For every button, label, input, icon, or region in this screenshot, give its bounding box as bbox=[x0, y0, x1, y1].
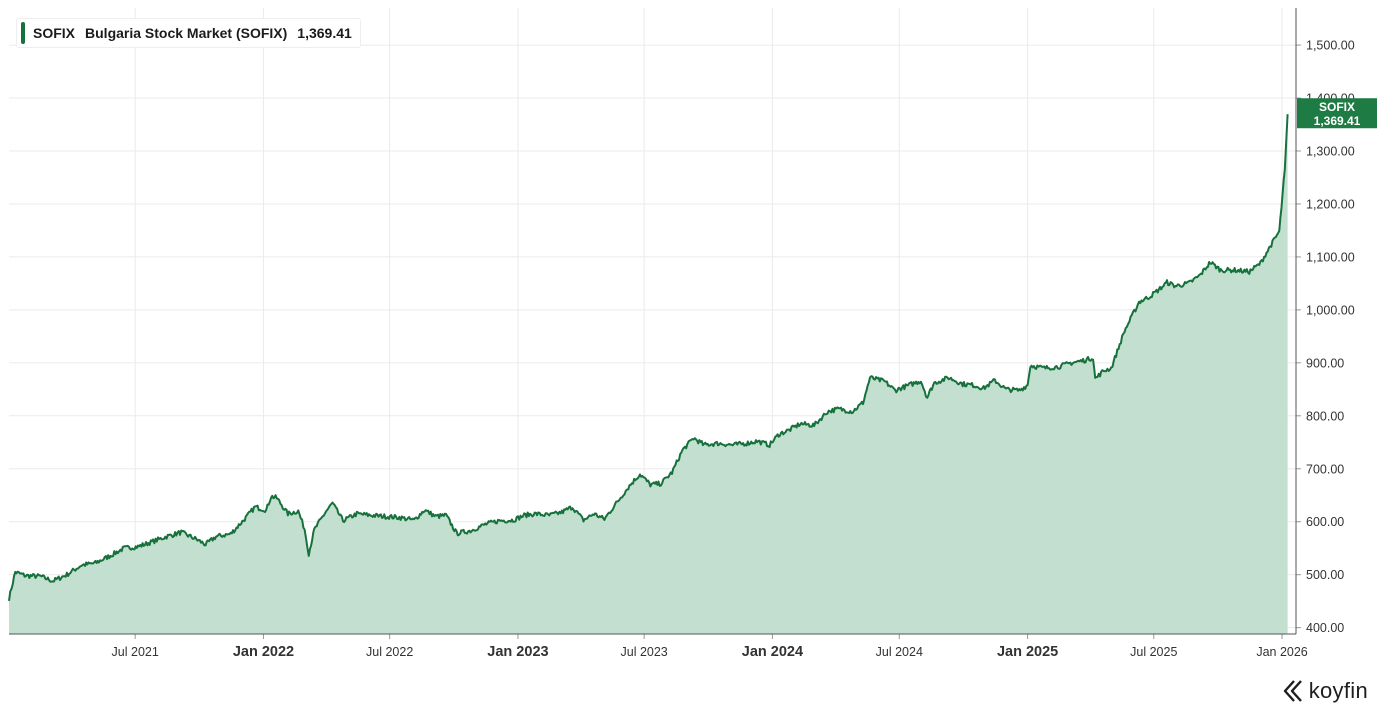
x-tick-label: Jan 2023 bbox=[487, 644, 548, 660]
x-tick-label: Jan 2022 bbox=[233, 644, 294, 660]
koyfin-brand[interactable]: koyfin bbox=[1281, 678, 1368, 704]
x-tick-label: Jul 2025 bbox=[1130, 645, 1177, 659]
axis-layer: 400.00 500.00 600.00 700.00 800.00 900.00 1,00… bbox=[9, 8, 1355, 660]
price-tag-background bbox=[1297, 98, 1377, 129]
legend-last-value: 1,369.41 bbox=[297, 25, 352, 41]
y-tick-label: 1,500.00 bbox=[1306, 39, 1355, 53]
sofix-price-line[interactable] bbox=[8, 114, 1289, 602]
y-tick-label: 600.00 bbox=[1306, 515, 1344, 529]
brand-name: koyfin bbox=[1308, 678, 1368, 703]
x-tick-label: Jan 2026 bbox=[1256, 645, 1307, 659]
line-layer bbox=[8, 114, 1289, 602]
y-tick-label: 700.00 bbox=[1306, 462, 1344, 476]
x-tick-label: Jul 2024 bbox=[876, 645, 923, 659]
legend-swatch bbox=[21, 22, 25, 44]
price-tag-ticker: SOFIX bbox=[1319, 100, 1355, 114]
y-tick-label: 1,100.00 bbox=[1306, 250, 1355, 264]
x-tick-label: Jul 2023 bbox=[621, 645, 668, 659]
koyfin-logo-icon bbox=[1283, 680, 1302, 702]
y-tick-label: 800.00 bbox=[1306, 409, 1344, 423]
y-tick-label: 1,200.00 bbox=[1306, 197, 1355, 211]
series-legend[interactable]: SOFIX Bulgaria Stock Market (SOFIX) 1,36… bbox=[16, 18, 361, 48]
x-tick-label: Jul 2021 bbox=[112, 645, 159, 659]
x-tick-label: Jan 2025 bbox=[997, 644, 1058, 660]
y-tick-label: 500.00 bbox=[1306, 568, 1344, 582]
y-tick-label: 400.00 bbox=[1306, 621, 1344, 635]
y-tick-label: 1,000.00 bbox=[1306, 303, 1355, 317]
y-tick-label: 1,300.00 bbox=[1306, 144, 1355, 158]
x-tick-label: Jan 2024 bbox=[742, 644, 803, 660]
price-tag-value: 1,369.41 bbox=[1314, 114, 1361, 128]
legend-series-name: Bulgaria Stock Market (SOFIX) bbox=[85, 25, 288, 41]
sofix-area-fill bbox=[9, 114, 1288, 634]
legend-ticker: SOFIX bbox=[33, 25, 76, 41]
y-tick-label: 900.00 bbox=[1306, 356, 1344, 370]
x-tick-label: Jul 2022 bbox=[366, 645, 413, 659]
area-layer bbox=[9, 114, 1288, 634]
